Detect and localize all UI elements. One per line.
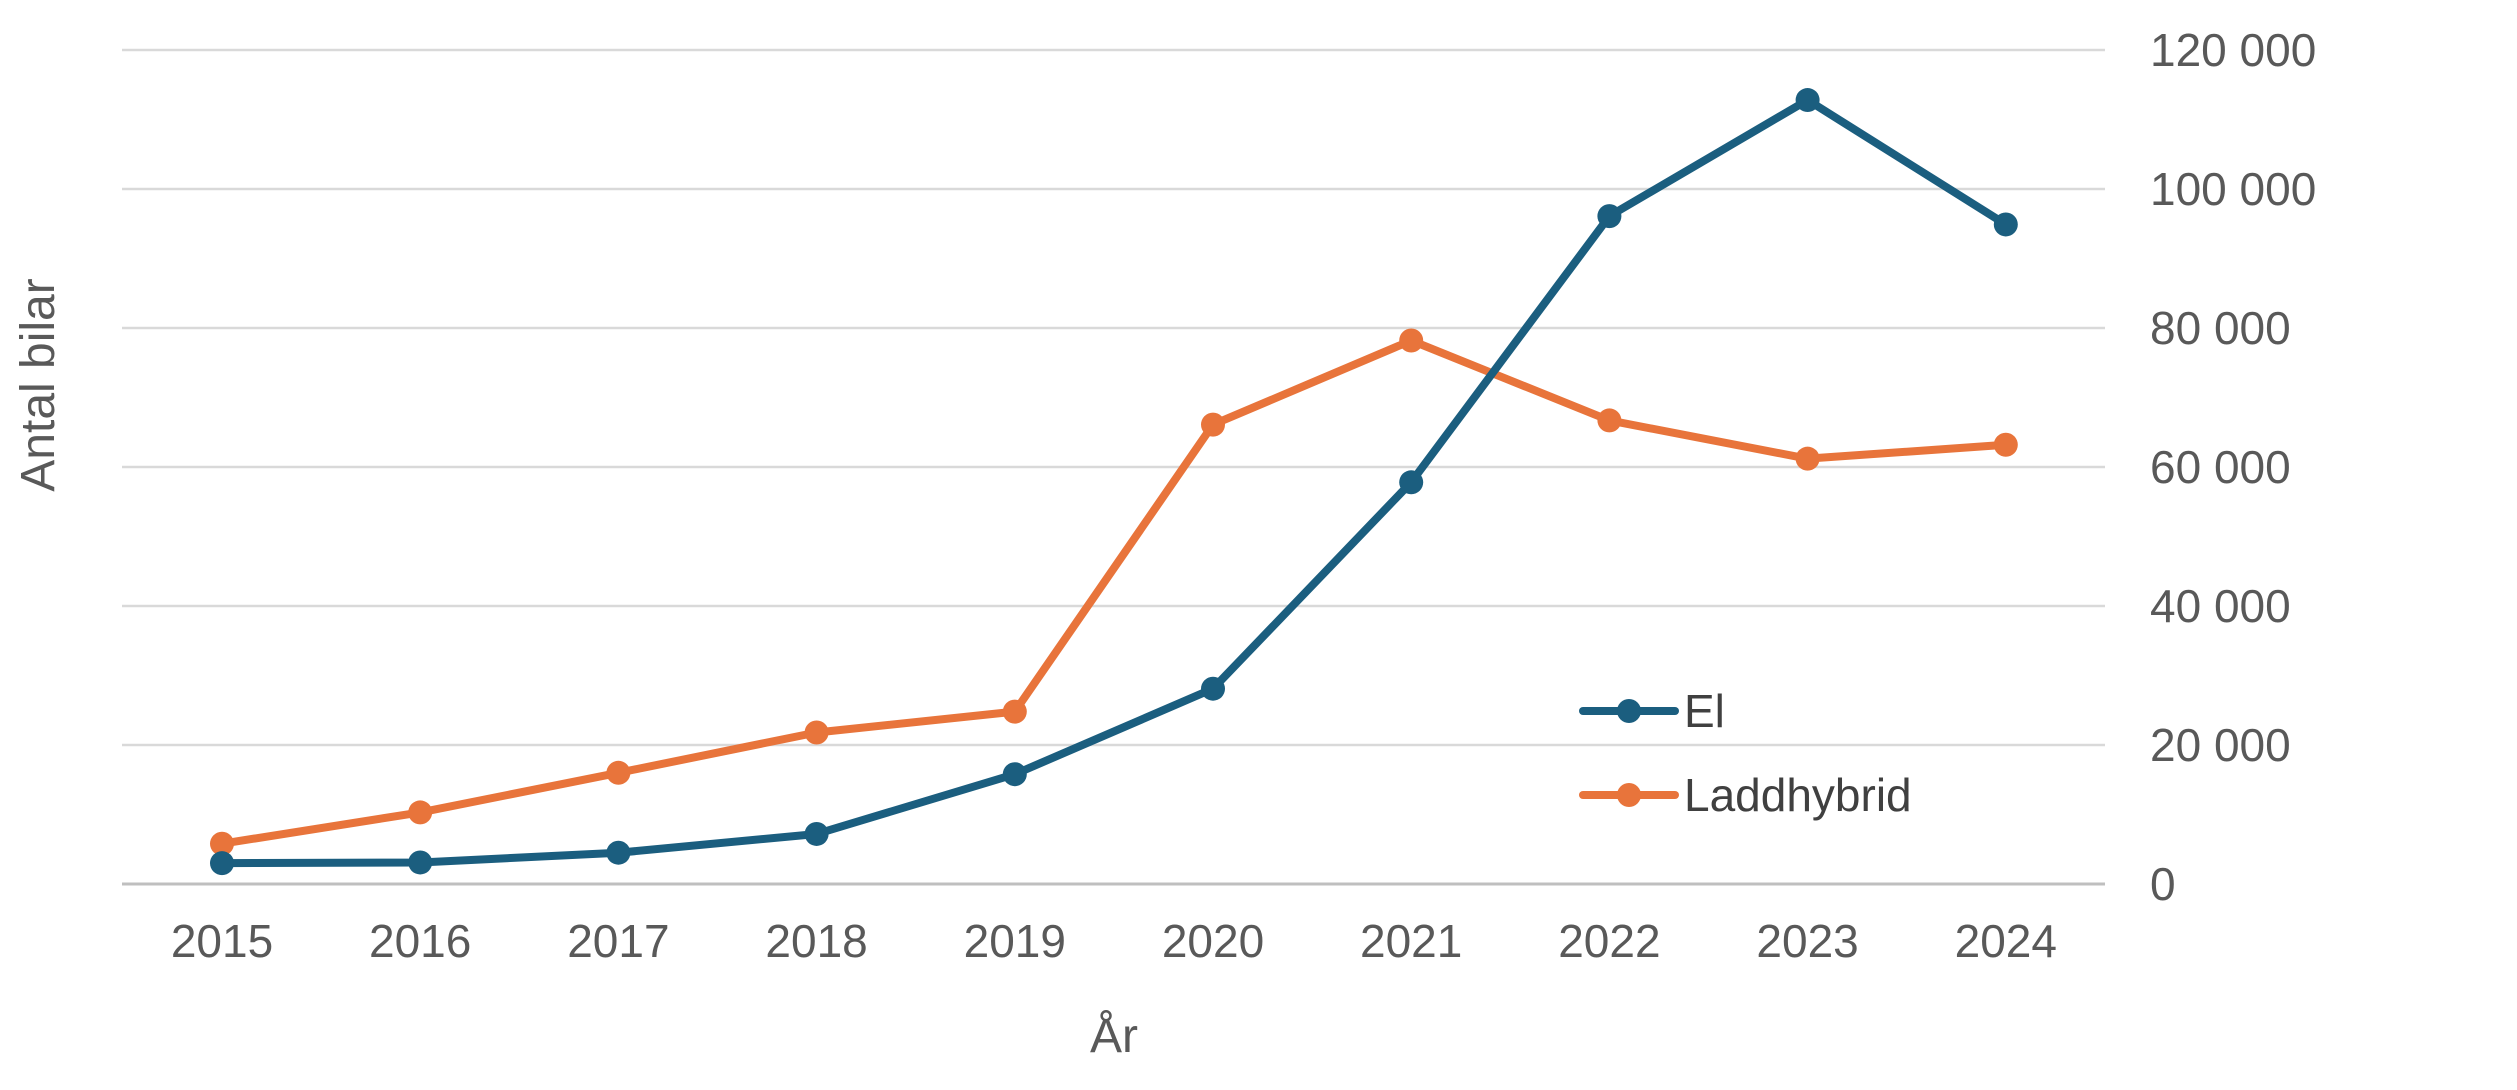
data-point-el-2015 — [210, 851, 234, 876]
y-tick-label: 20 000 — [2150, 719, 2291, 771]
x-tick-label: 2016 — [369, 915, 471, 967]
x-tick-label: 2019 — [964, 915, 1066, 967]
x-tick-label: 2021 — [1360, 915, 1462, 967]
y-tick-labels: 0 20 000 40 000 60 000 80 000 100 000 120 000 — [2150, 24, 2316, 910]
x-tick-label: 2023 — [1756, 915, 1858, 967]
x-tick-label: 2017 — [567, 915, 669, 967]
y-tick-label: 80 000 — [2150, 302, 2291, 354]
data-point-el-2020 — [1201, 676, 1225, 701]
series-line-el — [218, 96, 2010, 868]
x-tick-label: 2018 — [765, 915, 867, 967]
y-tick-label: 120 000 — [2150, 24, 2316, 76]
data-point-el-2023 — [1795, 88, 1820, 113]
data-point-laddhybrid-2024 — [1993, 432, 2018, 457]
data-point-laddhybrid-2021 — [1399, 328, 1424, 353]
legend: El Laddhybrid — [1579, 685, 1912, 821]
data-point-laddhybrid-2018 — [804, 720, 829, 745]
legend-marker-el — [1617, 699, 1641, 723]
data-point-laddhybrid-2023 — [1795, 446, 1820, 471]
data-point-el-2016 — [408, 850, 433, 875]
x-tick-labels: 2015 2016 2017 2018 2019 2020 2021 2022 2023 2024 — [171, 915, 2057, 967]
series-laddhybrid — [210, 328, 2018, 856]
data-point-el-2022 — [1597, 204, 1622, 229]
data-point-laddhybrid-2020 — [1201, 412, 1225, 437]
data-point-laddhybrid-2022 — [1597, 408, 1622, 433]
y-axis-title: Antal bilar — [12, 278, 65, 491]
series-el — [210, 88, 2018, 876]
x-tick-label: 2022 — [1558, 915, 1660, 967]
y-tick-label: 40 000 — [2150, 580, 2291, 632]
data-point-el-2024 — [1993, 212, 2018, 237]
series-line-laddhybrid — [218, 336, 2010, 848]
gridlines — [122, 48, 2105, 886]
data-point-laddhybrid-2019 — [1002, 699, 1027, 724]
data-point-el-2021 — [1399, 470, 1424, 495]
x-tick-label: 2024 — [1955, 915, 2057, 967]
legend-marker-laddhybrid — [1617, 783, 1641, 807]
y-tick-label: 100 000 — [2150, 163, 2316, 215]
y-tick-label: 0 — [2150, 858, 2176, 910]
x-axis-title: År — [1090, 1010, 1138, 1063]
data-point-laddhybrid-2015 — [210, 831, 234, 856]
data-point-el-2017 — [606, 840, 631, 865]
series-layer — [210, 88, 2018, 876]
legend-item-laddhybrid: Laddhybrid — [1579, 769, 1912, 821]
data-point-laddhybrid-2017 — [606, 760, 631, 785]
x-tick-label: 2015 — [171, 915, 273, 967]
data-point-el-2018 — [804, 821, 829, 846]
data-point-laddhybrid-2016 — [408, 800, 433, 825]
y-tick-label: 60 000 — [2150, 441, 2291, 493]
legend-item-el: El — [1579, 685, 1725, 737]
legend-label-laddhybrid: Laddhybrid — [1684, 769, 1912, 821]
data-point-el-2019 — [1002, 762, 1027, 787]
legend-label-el: El — [1684, 685, 1725, 737]
x-tick-label: 2020 — [1162, 915, 1264, 967]
